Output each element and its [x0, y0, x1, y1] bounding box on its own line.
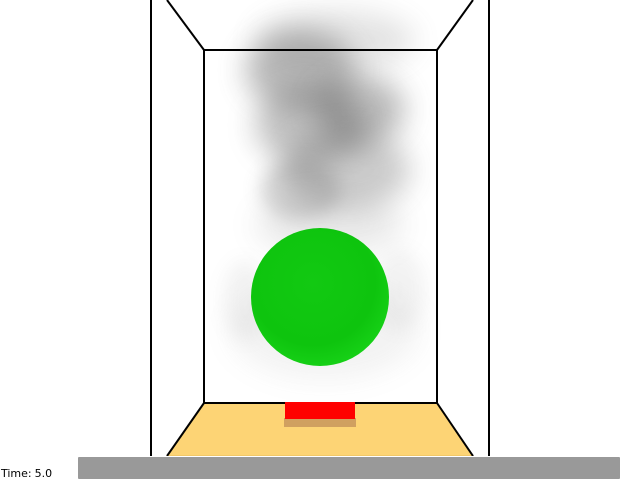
time-label-text: Time: — [1, 467, 32, 480]
time-bar: Time: 5.0 — [0, 456, 640, 480]
scene-viewport[interactable] — [0, 0, 640, 456]
heater-block — [284, 402, 356, 427]
room-walls — [150, 0, 490, 456]
sphere — [251, 228, 389, 366]
time-label: Time: 5.0 — [1, 467, 52, 480]
time-value: 5.0 — [34, 467, 53, 480]
time-slider[interactable] — [78, 457, 620, 479]
